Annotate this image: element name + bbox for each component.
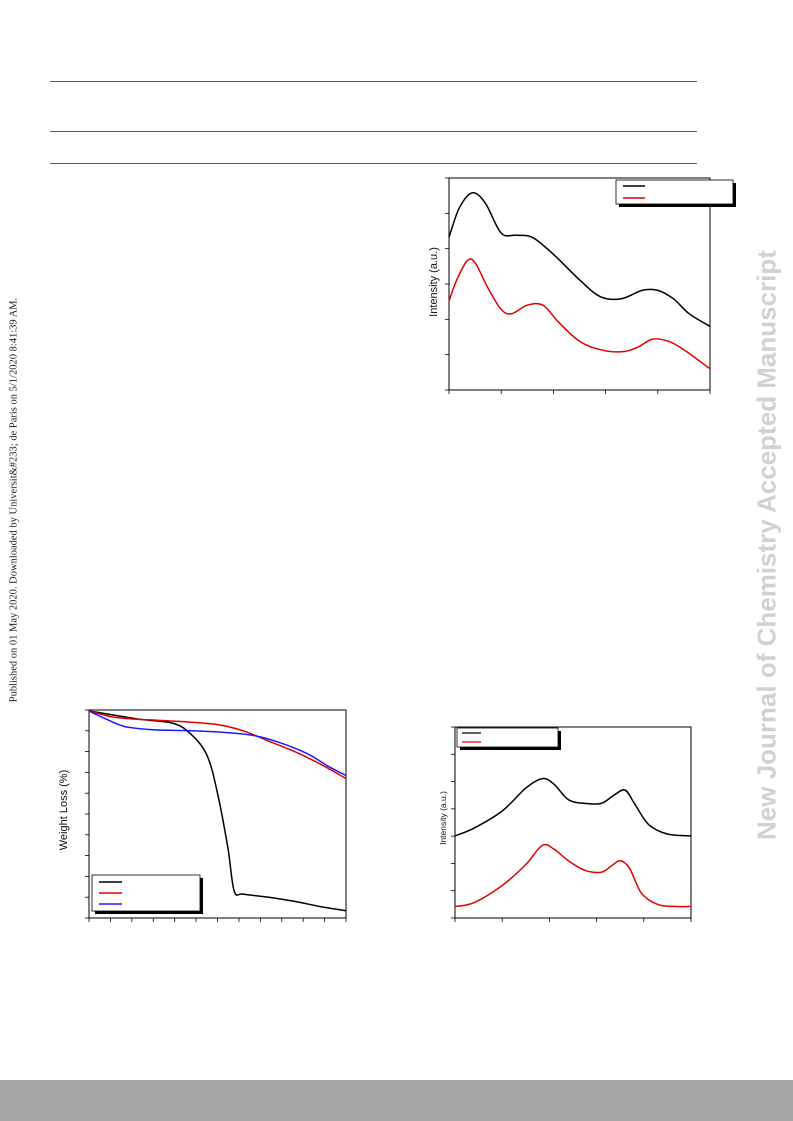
- plot-area: [85, 709, 347, 922]
- x-ticks: [88, 918, 347, 922]
- y-ticks: [85, 709, 89, 919]
- y-axis-label: Weight Loss (%): [58, 770, 70, 851]
- legend-box: [456, 727, 559, 748]
- chart-spectra-top: Intensity (a.u.): [428, 177, 736, 394]
- series-group: [454, 777, 692, 908]
- series-group: [88, 710, 347, 912]
- series-group: [448, 192, 711, 370]
- header-rule-bottom: [50, 163, 697, 164]
- plot-area: [445, 177, 736, 394]
- series-line-1: [448, 258, 711, 370]
- series-line-0: [448, 192, 711, 328]
- watermark-text: New Journal of Chemistry Accepted Manusc…: [751, 250, 782, 840]
- series-line-1: [454, 843, 692, 908]
- publication-note: Published on 01 May 2020. Downloaded by …: [8, 297, 20, 703]
- plot-frame: [454, 726, 692, 919]
- series-line-2: [88, 710, 347, 777]
- legend: [615, 179, 736, 207]
- y-axis-label: Intensity (a.u.): [428, 247, 440, 317]
- header-rule-middle: [50, 131, 697, 132]
- y-axis-label: Intensity (a.u.): [438, 791, 448, 845]
- plot-area: [451, 726, 692, 922]
- legend-box: [615, 179, 734, 205]
- chart-weight-loss: Weight Loss (%): [58, 709, 347, 922]
- header-rule-top: [50, 81, 697, 82]
- series-line-0: [454, 777, 692, 837]
- x-ticks: [454, 918, 692, 922]
- legend: [456, 727, 561, 750]
- y-ticks: [451, 726, 455, 919]
- plot-frame: [448, 177, 711, 391]
- footer-bar: [0, 1080, 793, 1121]
- y-ticks: [445, 177, 449, 391]
- legend: [91, 874, 203, 914]
- x-ticks: [448, 390, 711, 394]
- chart-spectra-bottom: Intensity (a.u.): [438, 726, 692, 922]
- series-line-1: [88, 710, 347, 780]
